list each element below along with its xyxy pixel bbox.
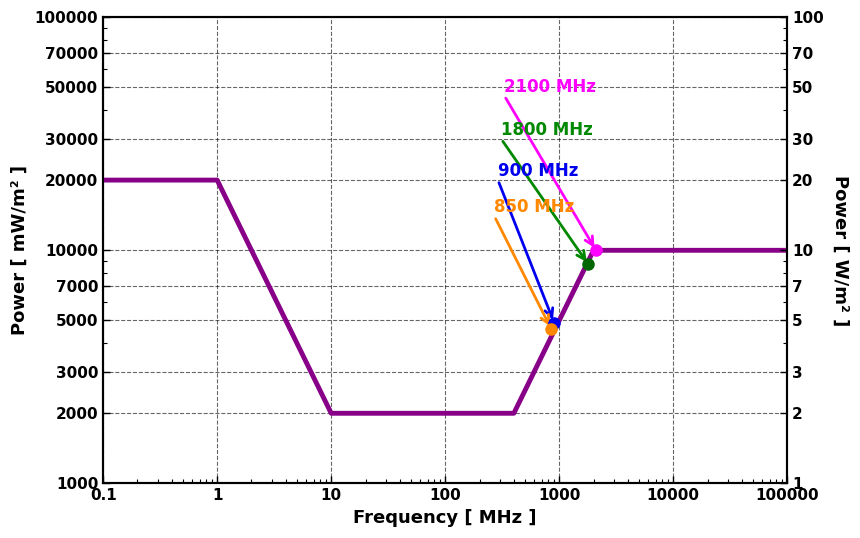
Text: 850 MHz: 850 MHz [494,198,574,216]
Text: 900 MHz: 900 MHz [498,162,578,180]
Text: 1800 MHz: 1800 MHz [501,121,593,139]
X-axis label: Frequency [ MHz ]: Frequency [ MHz ] [353,509,537,527]
Y-axis label: Power [ mW/m² ]: Power [ mW/m² ] [11,165,29,335]
Text: 2100 MHz: 2100 MHz [504,78,596,96]
Y-axis label: Power [ W/m² ]: Power [ W/m² ] [831,175,849,326]
